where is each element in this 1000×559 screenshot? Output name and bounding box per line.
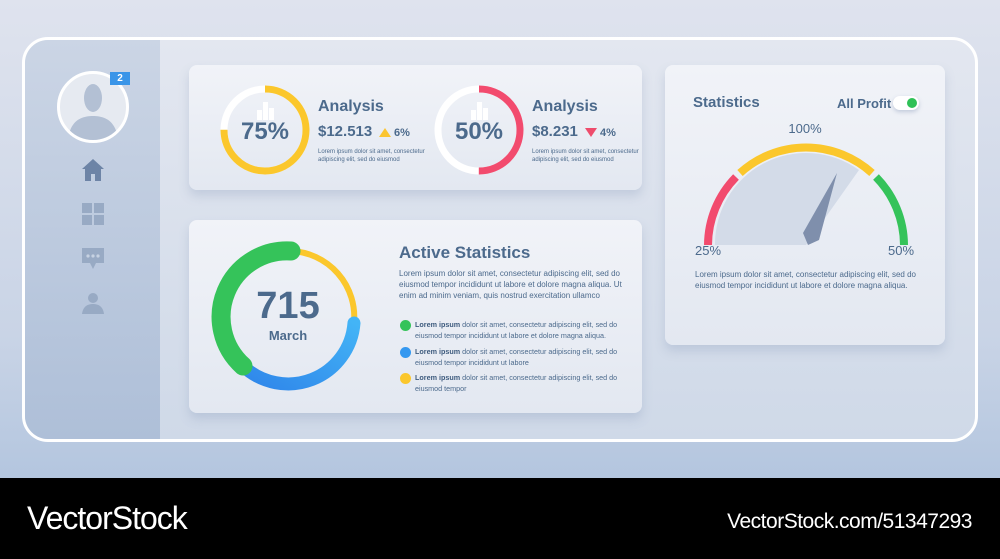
legend-item: Lorem ipsum dolor sit amet, consectetur … — [415, 347, 618, 367]
kpi-change: 4% — [585, 127, 616, 139]
donut-center-label: March — [268, 328, 308, 343]
image-url: VectorStock.com/51347293 — [727, 510, 972, 533]
gauge-chart — [704, 143, 908, 246]
analysis-card: 75% Analysis $12.513 6% Lorem ipsum dolo… — [189, 65, 642, 190]
bar-chart-icon — [471, 102, 488, 120]
grid-icon — [82, 203, 104, 225]
arrow-down-icon — [585, 128, 597, 137]
sidebar-item-home[interactable] — [81, 158, 105, 182]
toggle-label: All Profit — [837, 96, 892, 111]
user-icon — [82, 293, 104, 314]
dashboard-stage: 2 — [22, 37, 978, 442]
legend-item: Lorem ipsum dolor sit amet, consectetur … — [415, 320, 618, 340]
sidebar-item-profile[interactable] — [81, 291, 105, 315]
sidebar-item-messages[interactable] — [81, 246, 105, 270]
progress-ring-50 — [434, 85, 524, 175]
sidebar: 2 — [25, 40, 160, 439]
chat-icon — [82, 248, 104, 269]
donut-center-value: 715 — [256, 285, 320, 327]
gauge-needle — [803, 173, 837, 245]
kpi-description: Lorem ipsum dolor sit amet, consectetur … — [532, 149, 639, 163]
statistics-title: Statistics — [693, 94, 760, 111]
progress-ring-75 — [220, 85, 310, 175]
brand-logo: VectorStock — [27, 500, 188, 536]
gauge-top-label: 100% — [788, 121, 822, 136]
legend-dot-blue — [400, 347, 411, 358]
gauge-right-label: 50% — [888, 243, 915, 258]
statistics-description: Lorem ipsum dolor sit amet, consectetur … — [695, 270, 916, 290]
footer-watermark: VectorStock VectorStock.com/51347293 — [0, 478, 1000, 559]
legend-item: Lorem ipsum dolor sit amet, consectetur … — [415, 373, 618, 393]
kpi-value: $8.231 — [532, 123, 578, 140]
legend-dot-green — [400, 320, 411, 331]
home-icon — [82, 159, 104, 181]
notification-badge[interactable]: 2 — [110, 72, 130, 85]
arrow-up-icon — [379, 128, 391, 137]
kpi-value: $12.513 — [318, 123, 373, 140]
all-profit-toggle[interactable] — [893, 96, 919, 110]
kpi-description: Lorem ipsum dolor sit amet, consectetur … — [318, 149, 425, 163]
user-silhouette-icon — [68, 84, 118, 140]
bar-chart-icon — [257, 102, 274, 120]
dashboard-window: 2 — [22, 37, 978, 442]
section-title: Active Statistics — [399, 243, 531, 262]
section-description: Lorem ipsum dolor sit amet, consectetur … — [399, 269, 622, 300]
kpi-title: Analysis — [532, 98, 598, 115]
kpi-change: 6% — [379, 127, 410, 139]
gauge-left-label: 25% — [695, 243, 722, 258]
sidebar-item-dashboard[interactable] — [81, 202, 105, 226]
donut-chart — [211, 241, 361, 391]
kpi-percent: 75% — [240, 118, 290, 145]
kpi-percent: 50% — [454, 118, 504, 145]
active-statistics-card: 715 March Active Statistics Lorem ipsum … — [189, 220, 642, 413]
statistics-card: Statistics All Profit 100% 25% 50% Lorem… — [665, 65, 945, 345]
kpi-title: Analysis — [318, 98, 384, 115]
legend-dot-yellow — [400, 373, 411, 384]
